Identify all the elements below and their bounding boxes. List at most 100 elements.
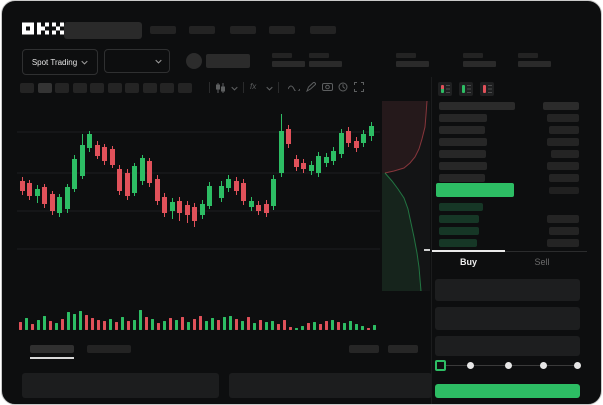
bid-row-skeleton[interactable] xyxy=(547,239,579,247)
volume-bar xyxy=(145,317,148,330)
volume-bar xyxy=(343,323,346,330)
volume-bar xyxy=(181,317,184,330)
buy-submit-button[interactable] xyxy=(435,384,580,398)
order-total-field[interactable] xyxy=(435,336,580,356)
volume-bar xyxy=(187,322,190,330)
tabbar-border xyxy=(432,251,587,252)
timeframe-button[interactable] xyxy=(55,83,69,93)
timeframe-button[interactable] xyxy=(72,83,87,93)
nav-item-skeleton[interactable] xyxy=(230,26,256,34)
slider-stop[interactable] xyxy=(467,362,474,369)
volume-bar xyxy=(301,326,304,330)
timeframe-button[interactable] xyxy=(160,83,174,93)
ask-row-skeleton[interactable] xyxy=(547,138,579,146)
bid-row-skeleton[interactable] xyxy=(439,239,477,247)
bottom-action-skeleton[interactable] xyxy=(349,345,379,353)
market-type-selector[interactable]: Spot Trading xyxy=(22,49,98,75)
timeframe-button[interactable] xyxy=(177,83,192,93)
bottom-tab-active[interactable] xyxy=(30,345,74,353)
fullscreen-icon[interactable] xyxy=(354,82,364,92)
candle-body xyxy=(177,201,182,213)
toolbar-divider xyxy=(243,82,244,93)
timeframe-button[interactable] xyxy=(37,83,52,93)
bid-row-skeleton[interactable] xyxy=(547,215,579,223)
volume-bar xyxy=(55,323,58,330)
volume-bar xyxy=(271,321,274,330)
timeframe-button[interactable] xyxy=(20,83,34,93)
candle-body xyxy=(316,156,321,173)
slider-stop[interactable] xyxy=(574,362,581,369)
slider-stop[interactable] xyxy=(505,362,512,369)
orderbook-row-skeleton xyxy=(549,187,579,194)
volume-bar xyxy=(325,321,328,330)
ask-row-skeleton[interactable] xyxy=(439,150,486,158)
volume-bar xyxy=(319,324,322,330)
chevron-down-icon[interactable] xyxy=(266,86,273,91)
ask-row-skeleton[interactable] xyxy=(439,138,487,146)
timeframe-button[interactable] xyxy=(125,83,139,93)
ask-row-skeleton[interactable] xyxy=(551,150,579,158)
candle-chart[interactable] xyxy=(17,101,380,291)
candle-body xyxy=(170,202,175,211)
candle-body xyxy=(279,131,284,173)
bid-row-skeleton[interactable] xyxy=(439,215,479,223)
nav-item-skeleton[interactable] xyxy=(150,26,176,34)
nav-item-skeleton[interactable] xyxy=(189,26,215,34)
volume-bar xyxy=(265,322,268,330)
candle-type-icon[interactable] xyxy=(215,83,226,93)
bid-row-skeleton[interactable] xyxy=(439,203,483,211)
nav-item-skeleton[interactable] xyxy=(310,26,336,34)
candle-body xyxy=(361,134,366,143)
search-input[interactable] xyxy=(64,22,142,39)
bid-row-skeleton[interactable] xyxy=(439,227,479,235)
pair-selector[interactable] xyxy=(104,49,170,73)
tab-sell[interactable]: Sell xyxy=(534,257,550,267)
volume-chart xyxy=(19,310,376,330)
timeframe-button[interactable] xyxy=(107,83,122,93)
line-tool-icon[interactable] xyxy=(288,85,300,91)
indicators-icon[interactable]: fx xyxy=(250,82,257,91)
candle-body xyxy=(102,147,107,161)
candle-body xyxy=(155,179,160,201)
book-both-icon[interactable] xyxy=(438,82,452,96)
ask-row-skeleton[interactable] xyxy=(439,174,485,182)
order-price-field[interactable] xyxy=(435,279,580,301)
bottom-panel-right xyxy=(229,373,432,398)
bottom-tab[interactable] xyxy=(87,345,131,353)
book-asks-icon[interactable] xyxy=(480,82,494,96)
volume-bar xyxy=(163,321,166,330)
ask-row-skeleton[interactable] xyxy=(547,162,579,170)
book-bids-icon[interactable] xyxy=(459,82,473,96)
tab-buy[interactable]: Buy xyxy=(459,257,477,267)
stat-value-skeleton xyxy=(518,61,551,67)
volume-bar xyxy=(151,319,154,330)
slider-stop[interactable] xyxy=(540,362,547,369)
ask-row-skeleton[interactable] xyxy=(439,162,487,170)
bottom-panel-left xyxy=(22,373,219,398)
last-price-bar[interactable] xyxy=(436,183,514,197)
candle-body xyxy=(80,145,85,176)
volume-bar xyxy=(199,316,202,330)
ask-row-skeleton[interactable] xyxy=(547,114,579,122)
timeframe-button[interactable] xyxy=(142,83,157,93)
slider-handle[interactable] xyxy=(435,360,446,371)
order-amount-field[interactable] xyxy=(435,307,580,330)
ask-row-skeleton[interactable] xyxy=(439,114,487,122)
candle-body xyxy=(324,157,329,163)
bottom-action-skeleton[interactable] xyxy=(388,345,418,353)
volume-bar xyxy=(229,316,232,330)
ask-row-skeleton[interactable] xyxy=(549,126,579,134)
chevron-down-icon[interactable] xyxy=(231,86,238,91)
ask-row-skeleton[interactable] xyxy=(549,174,579,182)
draw-icon[interactable] xyxy=(306,82,316,92)
volume-bar xyxy=(61,319,64,330)
screenshot-icon[interactable] xyxy=(322,82,333,91)
ask-row-skeleton[interactable] xyxy=(439,126,485,134)
settings-icon[interactable] xyxy=(338,82,348,92)
bid-row-skeleton[interactable] xyxy=(549,227,579,235)
nav-item-skeleton[interactable] xyxy=(269,26,295,34)
candle-body xyxy=(286,129,291,144)
volume-bar xyxy=(337,322,340,330)
timeframe-button[interactable] xyxy=(90,83,104,93)
